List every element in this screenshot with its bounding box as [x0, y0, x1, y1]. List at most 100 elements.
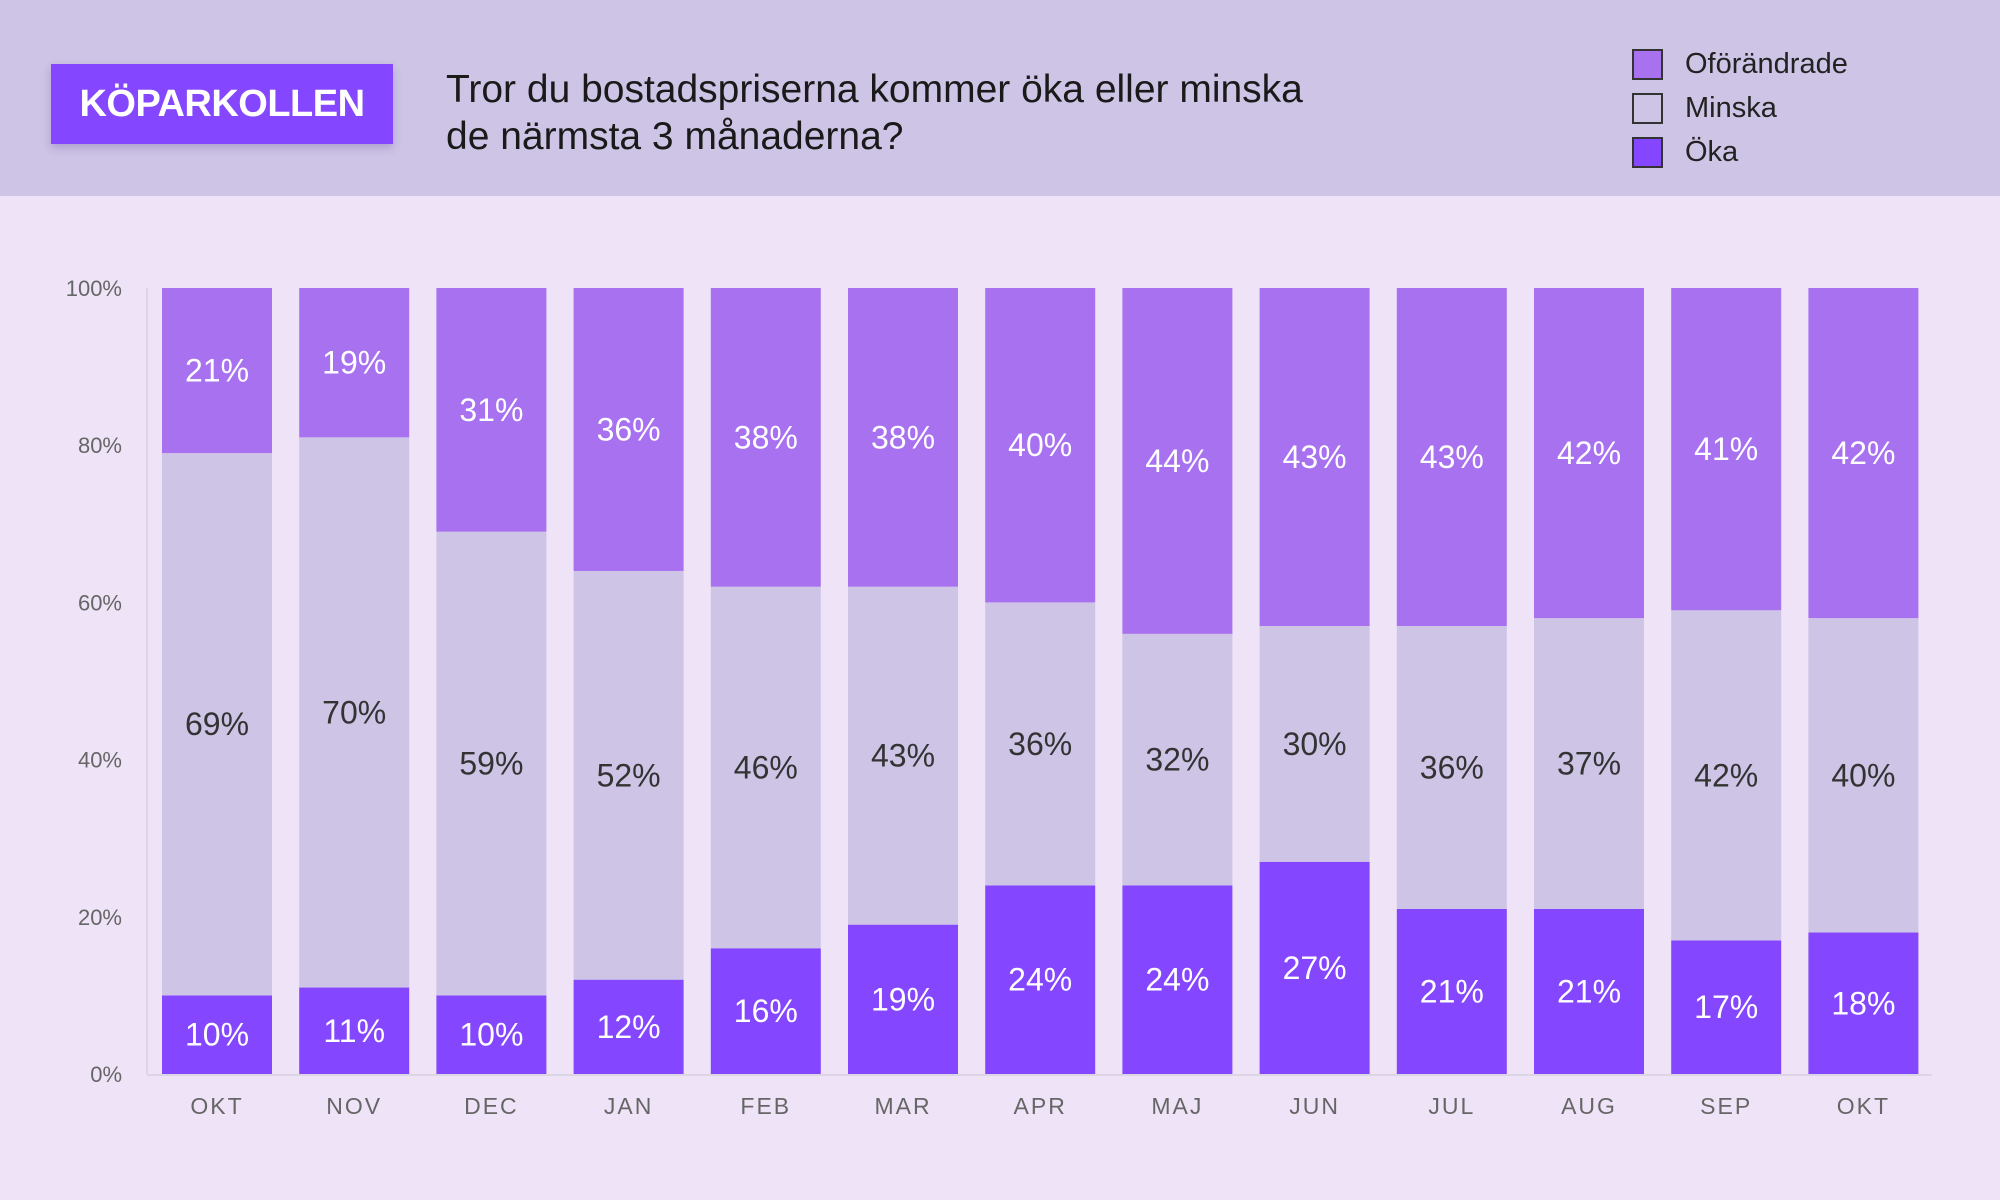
bar-segment-minska	[162, 453, 272, 996]
data-label: 19%	[871, 981, 935, 1017]
legend-item-oka: Öka	[1632, 130, 1848, 174]
bar-segment-öka	[985, 885, 1096, 1074]
legend-swatch	[1632, 136, 1663, 168]
data-label: 12%	[597, 1009, 661, 1045]
bar-segment-minska	[1259, 625, 1370, 862]
data-label: 38%	[734, 419, 798, 455]
data-label: 21%	[185, 353, 249, 389]
bar-segment-minska	[1534, 618, 1644, 909]
legend-label: Oförändrade	[1685, 47, 1848, 80]
bar-segment-oförändrade	[985, 288, 1096, 603]
y-tick-label: 20%	[78, 905, 122, 930]
bar-segment-oförändrade	[162, 288, 272, 454]
data-label: 30%	[1283, 726, 1347, 762]
data-label: 32%	[1145, 742, 1209, 778]
data-label: 17%	[1694, 989, 1758, 1025]
bar-segment-öka	[1259, 861, 1370, 1074]
data-label: 42%	[1557, 435, 1621, 471]
legend-item-oforandrade: Oförändrade	[1632, 42, 1848, 86]
bar-segment-minska	[1671, 610, 1782, 941]
bar-segment-öka	[848, 924, 958, 1074]
data-label: 36%	[1420, 749, 1484, 785]
data-label: 10%	[459, 1017, 523, 1053]
data-label: 41%	[1694, 431, 1758, 467]
data-label: 31%	[459, 392, 523, 428]
bar-segment-minska	[573, 570, 684, 980]
x-tick-label: DEC	[464, 1093, 519, 1119]
data-label: 44%	[1145, 443, 1209, 479]
data-label: 42%	[1831, 435, 1895, 471]
bar-segment-oförändrade	[436, 288, 547, 532]
data-label: 21%	[1420, 973, 1484, 1009]
bar-segment-öka	[162, 995, 272, 1074]
bar-segment-oförändrade	[1671, 288, 1782, 611]
bar-segment-öka	[1808, 932, 1919, 1074]
y-tick-label: 60%	[78, 590, 122, 615]
x-tick-label: MAR	[874, 1093, 931, 1119]
bar-segment-minska	[985, 602, 1096, 886]
data-label: 69%	[185, 706, 249, 742]
data-label: 52%	[597, 757, 661, 793]
data-label: 27%	[1283, 950, 1347, 986]
brand-logo: KÖPARKOLLEN	[51, 64, 393, 144]
x-tick-label: SEP	[1700, 1093, 1752, 1119]
data-label: 40%	[1008, 427, 1072, 463]
x-tick-label: JUL	[1428, 1093, 1475, 1119]
data-label: 21%	[1557, 973, 1621, 1009]
x-tick-label: MAJ	[1151, 1093, 1203, 1119]
bar-segment-oförändrade	[1259, 288, 1370, 626]
x-tick-label: JAN	[604, 1093, 653, 1119]
data-label: 37%	[1557, 746, 1621, 782]
bar-segment-minska	[1396, 625, 1507, 909]
data-label: 36%	[597, 411, 661, 447]
bar-segment-öka	[1122, 885, 1233, 1074]
bar-segment-öka	[1396, 908, 1507, 1074]
x-tick-label: NOV	[326, 1093, 382, 1119]
data-label: 16%	[734, 993, 798, 1029]
data-label: 42%	[1694, 757, 1758, 793]
bar-segment-öka	[1534, 908, 1644, 1074]
data-label: 38%	[871, 419, 935, 455]
bar-segment-öka	[436, 995, 547, 1074]
bar-segment-oförändrade	[299, 288, 410, 438]
x-tick-label: OKT	[190, 1093, 243, 1119]
x-tick-label: FEB	[740, 1093, 791, 1119]
y-tick-label: 80%	[78, 433, 122, 458]
bar-segment-minska	[436, 531, 547, 996]
legend-swatch	[1632, 92, 1663, 124]
legend-swatch	[1632, 48, 1663, 80]
bar-segment-öka	[573, 979, 684, 1074]
legend-item-minska: Minska	[1632, 86, 1848, 130]
chart-title-line-1: Tror du bostadspriserna kommer öka eller…	[446, 68, 1303, 111]
x-tick-label: AUG	[1561, 1093, 1617, 1119]
legend: Oförändrade Minska Öka	[1632, 42, 1848, 174]
bar-segment-oförändrade	[1808, 288, 1919, 619]
y-tick-label: 0%	[90, 1062, 122, 1087]
data-label: 11%	[323, 1013, 385, 1049]
legend-label: Öka	[1685, 135, 1739, 168]
x-tick-label: APR	[1014, 1093, 1067, 1119]
data-label: 43%	[1283, 439, 1347, 475]
data-label: 24%	[1008, 962, 1072, 998]
bar-segment-minska	[1122, 633, 1233, 886]
header: KÖPARKOLLEN Tror du bostadspriserna komm…	[0, 0, 2000, 196]
bar-segment-minska	[848, 586, 958, 925]
bar-segment-öka	[710, 948, 821, 1074]
data-label: 24%	[1145, 962, 1209, 998]
data-label: 36%	[1008, 726, 1072, 762]
legend-label: Minska	[1685, 91, 1777, 124]
x-tick-label: OKT	[1837, 1093, 1890, 1119]
chart-title: Tror du bostadspriserna kommer öka eller…	[446, 66, 1396, 160]
x-tick-label: JUN	[1289, 1093, 1340, 1119]
bar-segment-oförändrade	[573, 288, 684, 571]
bar-segment-oförändrade	[710, 288, 821, 587]
bar-segment-minska	[710, 586, 821, 949]
data-label: 18%	[1831, 985, 1895, 1021]
bar-segment-minska	[1808, 618, 1919, 933]
bar-segment-oförändrade	[848, 288, 958, 587]
bar-segment-minska	[299, 437, 410, 988]
data-label: 10%	[185, 1017, 249, 1053]
data-label: 46%	[734, 749, 798, 785]
y-tick-label: 40%	[78, 748, 122, 773]
